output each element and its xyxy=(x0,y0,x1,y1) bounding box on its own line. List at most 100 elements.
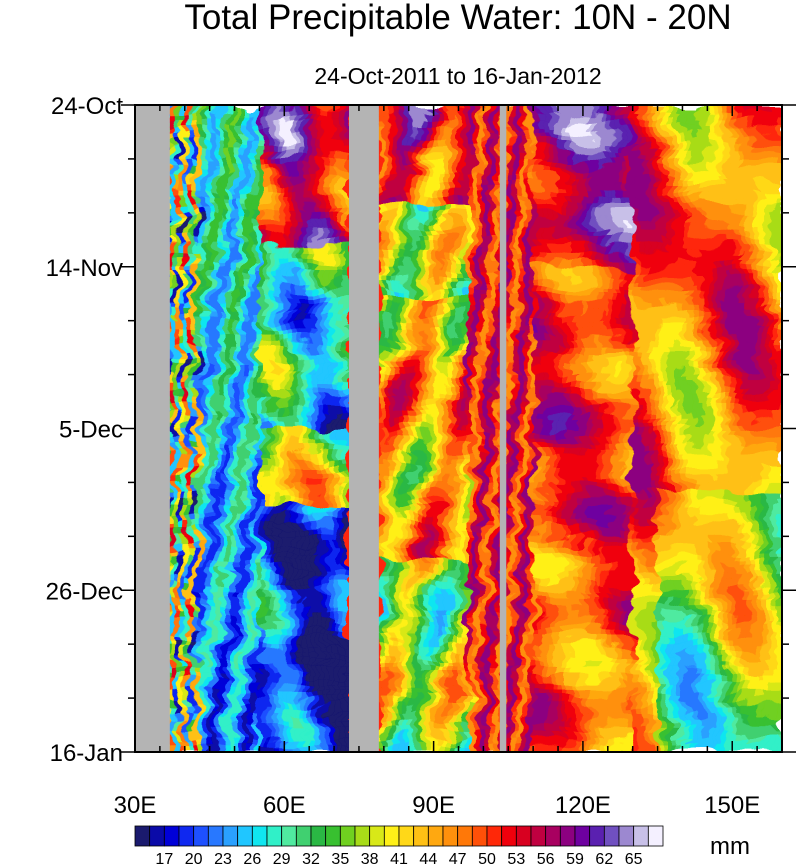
heatmap-cell xyxy=(299,343,305,353)
heatmap-cell xyxy=(339,189,345,199)
heatmap-cell xyxy=(398,374,405,383)
heatmap-cell xyxy=(518,282,524,291)
heatmap-cell xyxy=(294,336,300,345)
heatmap-cell xyxy=(463,197,470,206)
heatmap-cell xyxy=(473,105,480,114)
heatmap-cell xyxy=(204,359,211,368)
heatmap-cell xyxy=(254,328,261,337)
heatmap-cell xyxy=(682,305,689,314)
heatmap-cell xyxy=(179,105,186,114)
heatmap-cell xyxy=(747,182,753,191)
heatmap-cell xyxy=(314,182,320,191)
heatmap-cell xyxy=(682,182,689,191)
heatmap-cell xyxy=(523,235,529,245)
heatmap-cell xyxy=(762,266,768,276)
heatmap-cell xyxy=(199,320,206,329)
heatmap-cell xyxy=(244,351,251,360)
heatmap-cell xyxy=(254,259,261,268)
heatmap-cell xyxy=(324,166,330,175)
heatmap-cell xyxy=(558,182,564,191)
heatmap-cell xyxy=(737,212,743,222)
heatmap-cell xyxy=(622,220,629,229)
heatmap-cell xyxy=(433,389,440,399)
heatmap-cell xyxy=(334,158,340,168)
heatmap-cell xyxy=(677,128,684,137)
heatmap-cell xyxy=(453,320,460,329)
heatmap-cell xyxy=(443,282,450,291)
heatmap-cell xyxy=(533,259,539,268)
heatmap-cell xyxy=(329,297,335,306)
heatmap-cell xyxy=(324,351,330,360)
heatmap-cell xyxy=(632,174,639,183)
heatmap-cell xyxy=(443,197,450,206)
heatmap-cell xyxy=(637,135,644,145)
heatmap-cell xyxy=(777,135,782,145)
heatmap-cell xyxy=(189,105,196,114)
heatmap-cell xyxy=(179,243,186,252)
heatmap-cell xyxy=(294,282,300,291)
heatmap-cell xyxy=(433,120,440,129)
heatmap-cell xyxy=(657,135,664,145)
heatmap-cell xyxy=(463,343,470,353)
heatmap-cell xyxy=(179,366,186,376)
heatmap-cell xyxy=(438,266,445,276)
heatmap-cell xyxy=(269,174,275,183)
heatmap-cell xyxy=(184,220,191,229)
heatmap-cell xyxy=(647,235,654,245)
heatmap-cell xyxy=(309,143,315,152)
heatmap-cell xyxy=(543,143,549,152)
heatmap-cell xyxy=(169,282,176,291)
heatmap-cell xyxy=(179,182,186,191)
heatmap-cell xyxy=(214,135,221,145)
heatmap-cell xyxy=(558,243,564,252)
heatmap-cell xyxy=(299,351,305,360)
heatmap-cell xyxy=(727,336,733,345)
heatmap-cell xyxy=(443,259,450,268)
heatmap-cell xyxy=(209,158,216,168)
heatmap-cell xyxy=(239,397,246,406)
heatmap-cell xyxy=(324,174,330,183)
heatmap-cell xyxy=(617,158,624,168)
heatmap-cell xyxy=(687,259,694,268)
heatmap-cell xyxy=(234,135,241,145)
heatmap-cell xyxy=(219,366,226,376)
heatmap-cell xyxy=(518,328,524,337)
heatmap-cell xyxy=(408,120,415,129)
heatmap-cell xyxy=(179,135,186,145)
heatmap-cell xyxy=(319,297,325,306)
heatmap-cell xyxy=(319,120,325,129)
heatmap-cell xyxy=(612,174,619,183)
heatmap-cell xyxy=(508,220,514,229)
heatmap-cell xyxy=(304,320,310,329)
heatmap-cell xyxy=(543,220,549,229)
heatmap-cell xyxy=(418,251,425,260)
heatmap-cell xyxy=(632,343,639,353)
heatmap-cell xyxy=(169,305,176,314)
heatmap-cell xyxy=(662,205,669,214)
heatmap-cell xyxy=(453,305,460,314)
heatmap-cell xyxy=(339,158,345,168)
heatmap-cell xyxy=(508,128,514,137)
heatmap-cell xyxy=(752,251,758,260)
heatmap-cell xyxy=(279,320,285,329)
heatmap-cell xyxy=(478,351,484,360)
heatmap-cell xyxy=(448,143,455,152)
heatmap-cell xyxy=(174,235,181,245)
heatmap-cell xyxy=(667,235,674,245)
heatmap-cell xyxy=(657,336,664,345)
heatmap-cell xyxy=(687,143,694,152)
heatmap-cell xyxy=(642,105,649,114)
heatmap-cell xyxy=(294,197,300,206)
heatmap-cell xyxy=(284,343,290,353)
heatmap-cell xyxy=(697,359,703,368)
heatmap-cell xyxy=(712,143,718,152)
heatmap-cell xyxy=(428,366,435,376)
heatmap-cell xyxy=(767,297,773,306)
heatmap-cell xyxy=(274,328,280,337)
heatmap-cell xyxy=(418,289,425,299)
heatmap-cell xyxy=(528,243,534,252)
heatmap-cell xyxy=(577,120,584,129)
heatmap-cell xyxy=(204,297,211,306)
heatmap-cell xyxy=(677,266,684,276)
heatmap-cell xyxy=(582,128,589,137)
